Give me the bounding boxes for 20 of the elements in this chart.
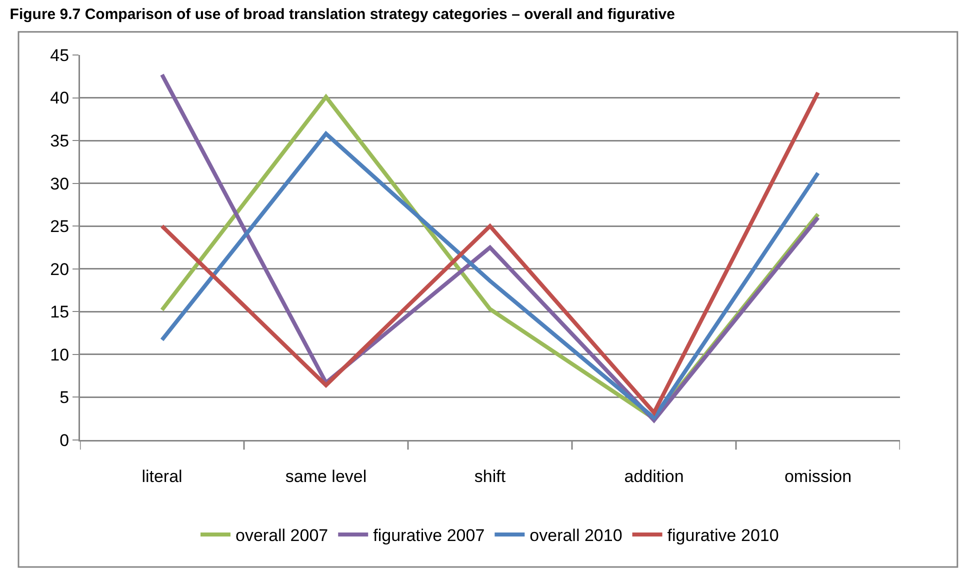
x-tick-label: same level: [285, 466, 367, 486]
y-tick-label: 15: [50, 302, 70, 322]
y-tick-label: 10: [50, 345, 70, 364]
legend-label: overall 2007: [236, 526, 328, 546]
y-tick-label: 40: [50, 88, 70, 108]
y-tick-label: 25: [50, 217, 70, 236]
x-tick-label: addition: [624, 466, 684, 486]
x-tick-label: omission: [784, 466, 852, 486]
x-tick-label: literal: [142, 466, 182, 486]
y-tick-label: 45: [50, 46, 70, 65]
y-tick-label: 20: [50, 260, 70, 279]
y-tick-label: 0: [60, 430, 70, 450]
legend-label: overall 2010: [530, 526, 622, 546]
legend-label: figurative 2010: [667, 526, 779, 546]
x-tick-label: shift: [474, 466, 506, 486]
y-tick-label: 5: [60, 388, 70, 408]
y-tick-label: 35: [50, 132, 70, 151]
chart-title: Figure 9.7 Comparison of use of broad translation strategy categories – overall and figurative: [10, 6, 675, 24]
y-tick-label: 30: [50, 174, 70, 194]
legend-label: figurative 2007: [373, 526, 485, 546]
